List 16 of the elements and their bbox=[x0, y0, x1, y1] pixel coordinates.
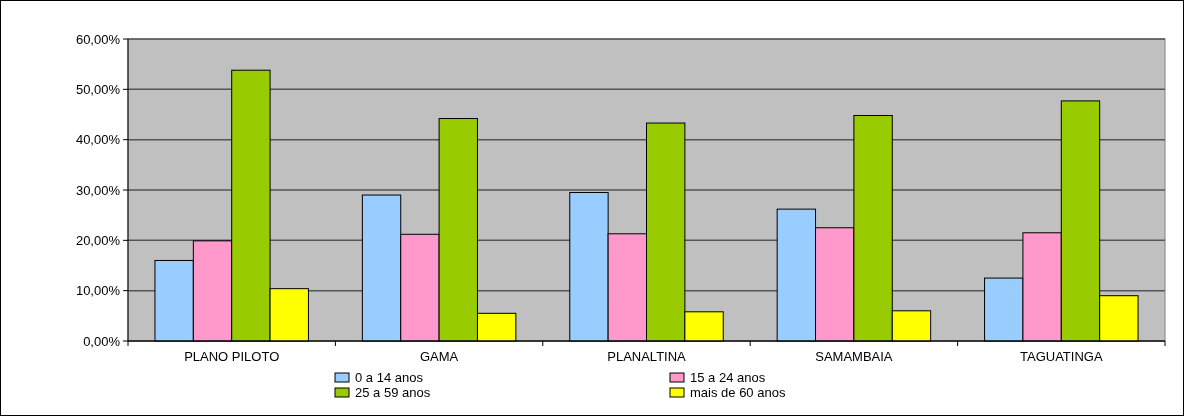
y-tick-label: 60,00% bbox=[75, 31, 121, 47]
legend-label: 0 a 14 anos bbox=[355, 370, 424, 385]
x-tick-label: PLANO PILOTO bbox=[184, 349, 280, 364]
x-tick-label: GAMA bbox=[419, 349, 459, 364]
x-tick-label: PLANALTINA bbox=[607, 349, 687, 364]
x-tick-label: SAMAMBAIA bbox=[815, 349, 893, 364]
x-tick-label: TAGUATINGA bbox=[1020, 349, 1103, 364]
y-tick-label: 40,00% bbox=[75, 132, 121, 148]
y-tick-label: 30,00% bbox=[75, 182, 121, 198]
legend-label: 15 a 24 anos bbox=[690, 370, 766, 385]
y-tick-label: 50,00% bbox=[75, 81, 121, 97]
y-tick-label: 10,00% bbox=[75, 283, 121, 299]
legend-label: 25 a 59 anos bbox=[355, 385, 431, 400]
y-tick-label: 20,00% bbox=[75, 232, 121, 248]
legend-label: mais de 60 anos bbox=[690, 385, 786, 400]
y-tick-label: 0,00% bbox=[83, 333, 121, 349]
